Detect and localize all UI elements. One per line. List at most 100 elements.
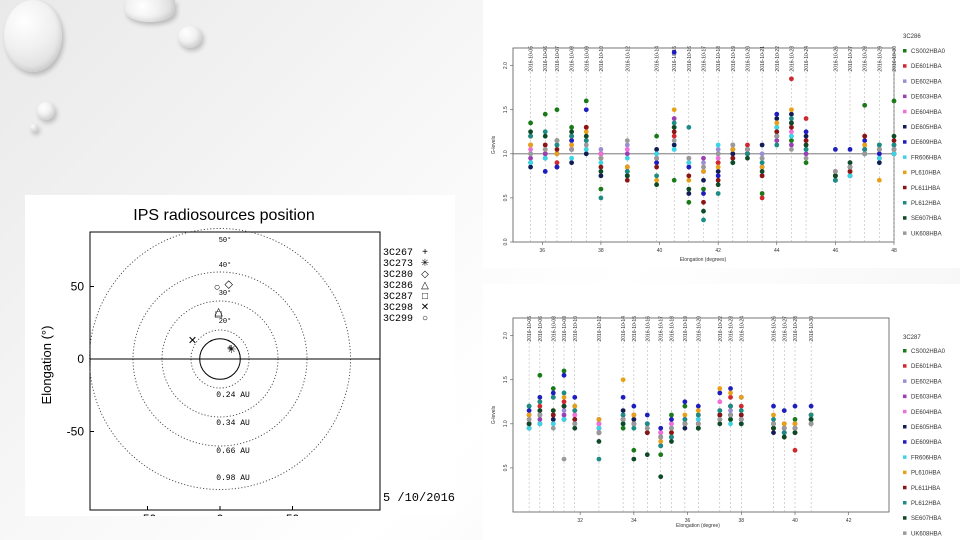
date-label: 2016-10-23 xyxy=(729,316,735,342)
data-point xyxy=(526,412,532,418)
data-point xyxy=(669,412,674,418)
data-point xyxy=(624,155,630,161)
legend-series-name: UK608HBA xyxy=(911,531,942,537)
data-point xyxy=(624,138,630,143)
data-point xyxy=(717,421,723,427)
data-point xyxy=(528,155,533,161)
data-point xyxy=(686,155,692,161)
data-point xyxy=(554,147,560,152)
data-point xyxy=(891,98,897,104)
legend-swatch xyxy=(903,349,907,353)
x-tick-label: -50 xyxy=(139,512,157,516)
data-point xyxy=(730,155,736,161)
data-point xyxy=(598,169,604,174)
data-point xyxy=(596,421,602,427)
legend-title: 3C286 xyxy=(903,34,921,40)
date-label: 2016-10-16 xyxy=(645,316,651,342)
data-point xyxy=(803,138,809,143)
date-label: 2016-10-19 xyxy=(683,316,689,342)
legend-series-name: DE605HBA xyxy=(911,125,942,131)
date-label: 2016-10-10 xyxy=(599,46,605,72)
circle-label-bottom: 0.24 AU xyxy=(216,391,250,400)
data-point xyxy=(669,425,674,431)
data-point xyxy=(876,177,882,183)
legend-swatch xyxy=(903,485,907,490)
data-point xyxy=(715,182,721,188)
legend-swatch xyxy=(903,170,907,175)
data-point xyxy=(554,142,560,148)
data-point xyxy=(528,151,533,157)
data-point xyxy=(671,142,677,148)
date-label: 2016-10-27 xyxy=(848,46,854,72)
date-label: 2016-10-06 xyxy=(543,46,549,72)
data-point xyxy=(789,138,794,143)
data-point xyxy=(781,421,787,427)
data-point xyxy=(671,129,677,135)
legend-swatch xyxy=(903,470,907,475)
data-point xyxy=(654,173,660,179)
legend-series-name: PL610HBA xyxy=(911,171,941,177)
data-point xyxy=(561,372,567,378)
data-point xyxy=(728,421,733,427)
date-label: 2016-10-14 xyxy=(655,46,661,72)
data-point xyxy=(701,177,706,183)
data-point xyxy=(715,151,721,157)
data-point xyxy=(774,116,780,121)
data-point xyxy=(550,417,556,422)
data-point xyxy=(728,417,733,422)
data-point xyxy=(550,386,556,391)
data-point xyxy=(572,421,578,427)
data-point xyxy=(832,177,838,183)
data-point xyxy=(717,417,723,422)
legend-swatch xyxy=(903,155,907,159)
data-point xyxy=(715,155,721,161)
data-point xyxy=(774,111,780,117)
data-point xyxy=(771,403,776,409)
data-point xyxy=(583,133,589,139)
data-point xyxy=(624,177,630,183)
legend-source-name: 3C287 xyxy=(383,292,413,303)
water-drop-decoration xyxy=(30,124,38,132)
data-point xyxy=(554,107,560,113)
legend-series-name: DE604HBA xyxy=(911,110,942,116)
data-point xyxy=(695,425,701,431)
data-point xyxy=(671,50,677,55)
legend-series-name: DE602HBA xyxy=(911,79,942,85)
data-point xyxy=(745,142,750,148)
date-label: 2016-10-06 xyxy=(538,316,544,342)
data-point xyxy=(847,160,853,166)
x-tick-label: 40 xyxy=(657,248,663,254)
data-point xyxy=(528,133,533,139)
legend-series-name: DE602HBA xyxy=(911,379,942,385)
data-point xyxy=(598,147,604,152)
data-point xyxy=(550,421,556,427)
data-point xyxy=(876,147,882,152)
legend-swatch xyxy=(903,185,907,190)
data-point xyxy=(542,151,548,157)
data-point xyxy=(789,120,794,126)
date-label: 2016-10-24 xyxy=(739,316,745,342)
data-point xyxy=(561,390,567,396)
data-point xyxy=(862,142,868,148)
data-point xyxy=(789,116,794,121)
date-label: 2016-10-22 xyxy=(718,316,724,342)
data-point xyxy=(569,138,575,143)
data-point xyxy=(583,138,589,143)
x-tick-label: 46 xyxy=(833,248,839,254)
legend-series-name: DE604HBA xyxy=(911,410,942,416)
circle-label-top: 50° xyxy=(219,236,232,245)
data-point xyxy=(789,107,794,113)
data-point xyxy=(701,191,706,196)
legend-source-name: 3C298 xyxy=(383,303,413,314)
data-point xyxy=(569,133,575,139)
x-tick-label: 32 xyxy=(577,518,583,524)
data-point xyxy=(569,129,575,135)
data-point xyxy=(789,142,794,148)
legend-swatch xyxy=(903,201,907,205)
data-point xyxy=(598,151,604,157)
legend-series-name: FR606HBA xyxy=(911,155,941,161)
data-point xyxy=(542,155,548,161)
data-point xyxy=(624,164,630,170)
data-point xyxy=(730,160,736,166)
data-point xyxy=(596,430,602,436)
